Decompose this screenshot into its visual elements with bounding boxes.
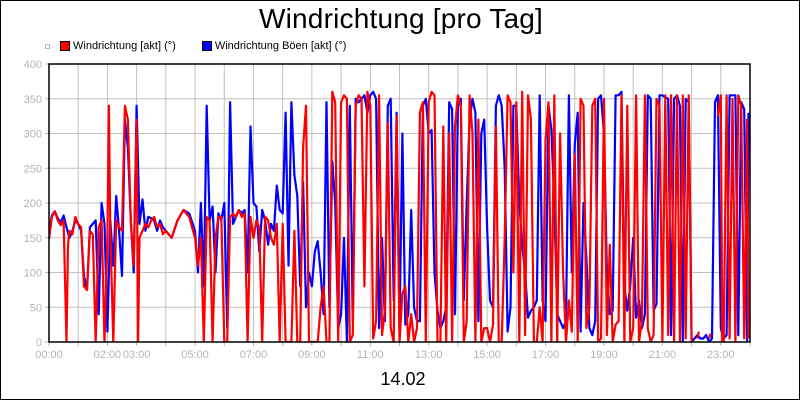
y-tick-label: 300 (24, 129, 42, 141)
x-axis-date-label: 14.02 (380, 369, 426, 389)
x-tick-label: 23:00 (707, 349, 735, 361)
series-line-windrichtung (696, 331, 700, 339)
legend-label-windrichtung-boeen: Windrichtung Böen [akt] (°) (214, 40, 347, 52)
x-tick-label: 17:00 (532, 349, 560, 361)
x-tick-label: 00:00 (35, 349, 63, 361)
legend-swatch-blue (201, 41, 212, 51)
y-tick-label: 200 (24, 198, 42, 210)
series-line-windrichtung (708, 333, 712, 339)
x-tick-label: 21:00 (649, 349, 677, 361)
x-tick-label: 19:00 (590, 349, 618, 361)
y-tick-label: 150 (24, 233, 42, 245)
x-tick-label: 11:00 (357, 349, 384, 361)
x-tick-label: 05:00 (181, 349, 209, 361)
y-tick-label: 250 (24, 163, 42, 175)
series-line-windrichtung (49, 90, 693, 342)
legend-item-windrichtung: Windrichtung [akt] (°) (60, 40, 176, 52)
y-tick-label: 100 (24, 268, 42, 280)
series-line-windrichtung (716, 94, 750, 342)
y-tick-label: 400 (24, 59, 42, 71)
legend: Windrichtung [akt] (°) Windrichtung Böen… (45, 39, 372, 53)
y-tick-label: 0 (36, 337, 42, 349)
x-tick-label: 03:00 (123, 349, 151, 361)
legend-marker-icon (45, 43, 50, 49)
chart-title: Windrichtung [pro Tag] (258, 3, 544, 34)
plot-border (48, 63, 751, 343)
x-tick-label: 09:00 (298, 349, 326, 361)
y-tick-label: 50 (30, 302, 42, 314)
x-tick-label: 07:00 (240, 349, 268, 361)
legend-item-windrichtung-boeen: Windrichtung Böen [akt] (°) (201, 40, 347, 52)
y-tick-label: 350 (24, 94, 42, 106)
x-tick-label: 15:00 (473, 349, 501, 361)
legend-swatch-red (60, 41, 70, 51)
x-tick-label: 13:00 (415, 349, 443, 361)
x-tick-label: 02:00 (94, 349, 122, 361)
legend-label-windrichtung: Windrichtung [akt] (°) (73, 40, 176, 52)
